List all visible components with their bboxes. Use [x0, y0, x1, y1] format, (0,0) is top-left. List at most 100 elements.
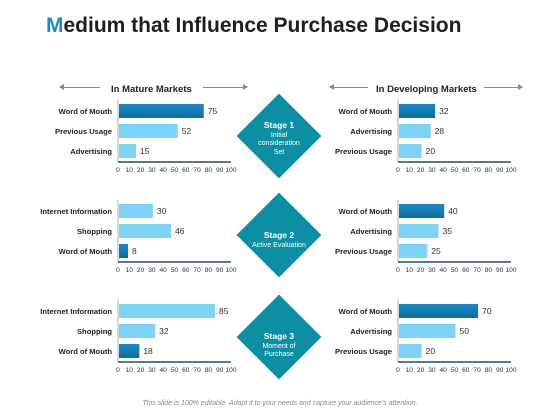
bar — [399, 144, 422, 158]
tick-label: 60 — [462, 267, 470, 274]
bar — [399, 204, 445, 218]
tick-label: 20 — [137, 267, 145, 274]
tick-label: 0 — [396, 267, 400, 274]
chart-developing-stage-1: Word of Mouth 32 Advertising 28 Previous Usa… — [280, 98, 530, 182]
stage-1-desc: Initial consideration Set — [258, 132, 300, 156]
tick-label: 0 — [116, 167, 120, 174]
tick-label: 90 — [216, 367, 224, 374]
tick-label: 20 — [417, 367, 425, 374]
tick-label: 10 — [406, 167, 414, 174]
tick-label: 80 — [485, 267, 493, 274]
tick-label: 90 — [216, 167, 224, 174]
category-label: Word of Mouth — [59, 107, 113, 116]
value-label: 32 — [439, 106, 449, 116]
tick-label: 90 — [496, 167, 504, 174]
bar — [119, 104, 204, 118]
tick-label: 30 — [148, 167, 156, 174]
tick-label: 90 — [216, 267, 224, 274]
stage-3-desc: Moment of Purchase — [262, 343, 296, 359]
tick-label: 10 — [406, 367, 414, 374]
bar — [119, 244, 129, 258]
tick-label: 20 — [137, 367, 145, 374]
tick-label: 80 — [205, 267, 213, 274]
tick-label: 50 — [451, 367, 459, 374]
category-label: Previous Usage — [335, 147, 392, 156]
chart-mature-stage-3: Internet Information 85 Shopping 32 Word of … — [0, 298, 250, 382]
tick-label: 60 — [182, 167, 190, 174]
bar — [119, 304, 216, 318]
tick-label: 30 — [428, 167, 436, 174]
tick-label: 10 — [126, 267, 134, 274]
tick-label: 100 — [505, 367, 516, 374]
value-label: 20 — [426, 146, 436, 156]
value-label: 18 — [143, 346, 153, 356]
tick-label: 40 — [160, 367, 168, 374]
developing-markets-heading: In Developing Markets — [376, 84, 477, 95]
tick-label: 40 — [160, 167, 168, 174]
tick-label: 70 — [473, 267, 481, 274]
tick-label: 70 — [473, 167, 481, 174]
tick-label: 100 — [505, 167, 516, 174]
tick-label: 70 — [473, 367, 481, 374]
value-label: 50 — [460, 326, 470, 336]
tick-label: 0 — [116, 267, 120, 274]
value-label: 28 — [435, 126, 445, 136]
stage-2-text: Stage 2 Active Evaluation — [234, 230, 324, 250]
category-label: Advertising — [350, 227, 392, 236]
bar — [399, 324, 456, 338]
bar — [119, 324, 156, 338]
value-label: 35 — [443, 226, 453, 236]
right-arrow-icon — [484, 84, 523, 90]
category-label: Shopping — [77, 227, 112, 236]
tick-label: 10 — [126, 367, 134, 374]
category-label: Internet Information — [40, 307, 112, 316]
tick-label: 0 — [116, 367, 120, 374]
tick-label: 70 — [193, 267, 201, 274]
left-arrow-icon — [329, 84, 368, 90]
tick-label: 40 — [160, 267, 168, 274]
chart-mature-stage-1: Word of Mouth 75 Previous Usage 52 Advertisi… — [0, 98, 250, 182]
tick-label: 0 — [396, 367, 400, 374]
chart-developing-stage-2: Word of Mouth 40 Advertising 35 Previous Usa… — [280, 198, 530, 282]
tick-label: 80 — [205, 367, 213, 374]
tick-label: 70 — [193, 167, 201, 174]
value-label: 20 — [426, 346, 436, 356]
bar — [399, 104, 436, 118]
tick-label: 60 — [462, 367, 470, 374]
tick-label: 50 — [171, 167, 179, 174]
value-label: 85 — [219, 306, 229, 316]
mature-markets-heading: In Mature Markets — [111, 84, 192, 95]
category-label: Advertising — [70, 147, 112, 156]
left-arrow-icon — [59, 84, 100, 90]
value-label: 25 — [431, 246, 441, 256]
chart-developing-stage-3: Word of Mouth 70 Advertising 50 Previous Usa… — [280, 298, 530, 382]
tick-label: 60 — [462, 167, 470, 174]
value-label: 52 — [182, 126, 192, 136]
tick-label: 90 — [496, 267, 504, 274]
tick-label: 100 — [225, 367, 236, 374]
stage-3-text: Stage 3 Moment of Purchase — [234, 331, 324, 360]
category-label: Word of Mouth — [339, 107, 393, 116]
category-label: Word of Mouth — [59, 347, 113, 356]
category-label: Word of Mouth — [59, 247, 113, 256]
tick-label: 50 — [451, 267, 459, 274]
stage-2-desc: Active Evaluation — [252, 242, 306, 249]
tick-label: 100 — [225, 167, 236, 174]
stage-3-name: Stage 3 — [263, 331, 295, 341]
stage-1-text: Stage 1 Initial consideration Set — [234, 120, 324, 157]
tick-label: 30 — [428, 267, 436, 274]
tick-label: 10 — [406, 267, 414, 274]
category-label: Internet Information — [40, 207, 112, 216]
chart-mature-stage-2: Internet Information 30 Shopping 46 Word of … — [0, 198, 250, 282]
stage-1-name: Stage 1 — [263, 120, 295, 130]
stage-2-name: Stage 2 — [263, 230, 295, 240]
bar — [119, 144, 136, 158]
tick-label: 60 — [182, 267, 190, 274]
bar — [119, 204, 153, 218]
bar — [399, 124, 431, 138]
bar — [399, 304, 479, 318]
value-label: 40 — [448, 206, 458, 216]
category-label: Previous Usage — [335, 247, 392, 256]
category-label: Shopping — [77, 327, 112, 336]
bar — [119, 344, 140, 358]
